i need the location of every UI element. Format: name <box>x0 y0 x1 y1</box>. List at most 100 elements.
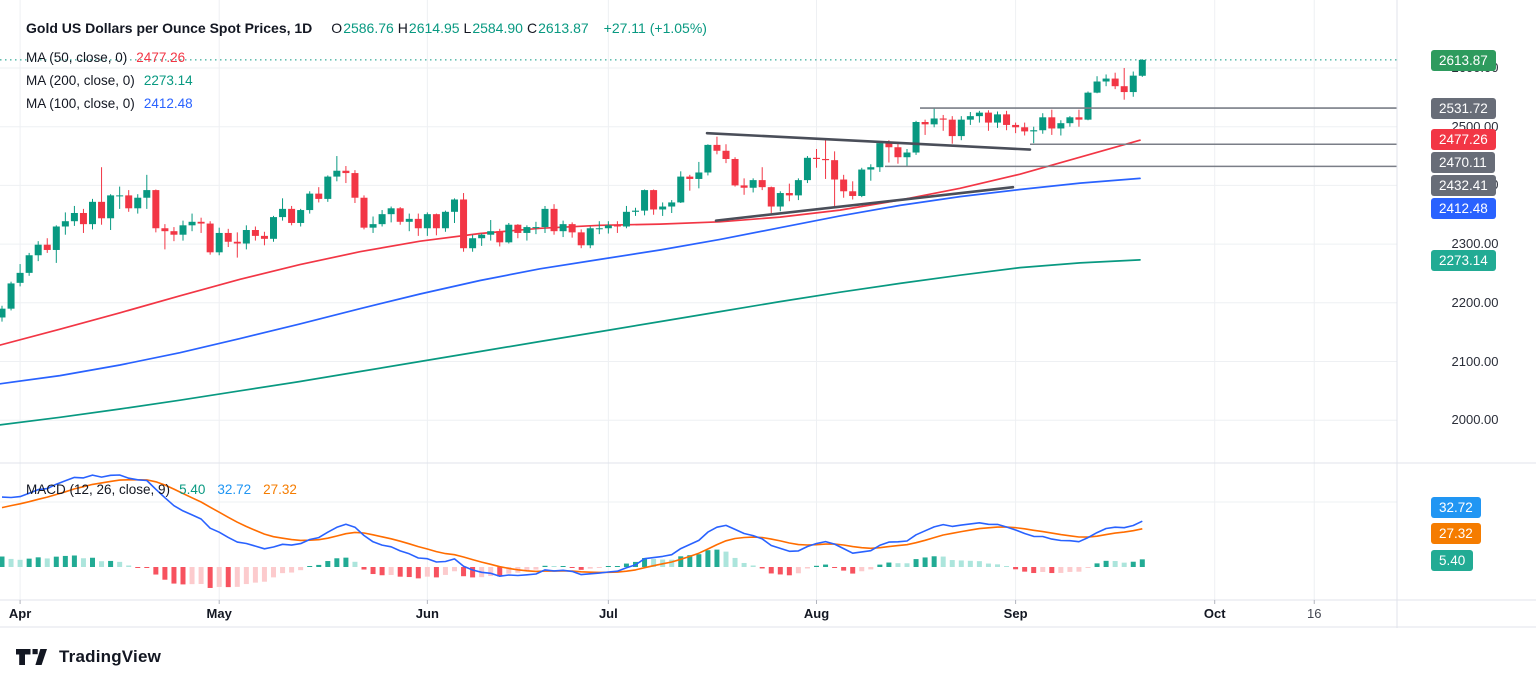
price-axis-label: 2300.00 <box>1451 236 1499 252</box>
candle-body <box>813 157 820 159</box>
macd-histogram-bar <box>225 567 231 588</box>
trendline[interactable] <box>714 185 1015 222</box>
macd-histogram-bar <box>1031 567 1037 574</box>
candle-body <box>939 118 947 120</box>
macd-values: 5.40 32.72 27.32 <box>179 482 309 497</box>
candle-body <box>369 224 377 228</box>
macd-histogram-bar <box>44 558 50 567</box>
macd-histogram-bar <box>126 565 132 567</box>
macd-histogram-bar <box>506 567 512 574</box>
macd-histogram-bar <box>949 560 955 567</box>
ohlc-value: 2614.95 <box>408 20 460 36</box>
candle-body <box>975 112 983 117</box>
macd-histogram-bar <box>651 558 657 567</box>
candle-body <box>451 199 458 212</box>
candle-body <box>297 210 305 223</box>
candle-body <box>840 179 848 192</box>
candle-body <box>713 144 721 151</box>
candle-body <box>1120 86 1128 93</box>
macd-histogram-bar <box>605 566 611 567</box>
candle-body <box>16 272 24 283</box>
macd-histogram-bar <box>162 567 168 580</box>
macd-histogram-bar <box>216 567 222 587</box>
macd-histogram-bar <box>497 567 503 577</box>
candle-body <box>134 197 142 209</box>
time-axis-label: Oct <box>1203 606 1226 621</box>
chart-canvas[interactable] <box>0 0 1536 628</box>
time-axis-label: 16 <box>1307 606 1322 621</box>
candle-body <box>487 231 495 235</box>
candle-body <box>1048 117 1056 129</box>
macd-histogram-bar <box>623 563 629 567</box>
ma-legend-row[interactable]: MA (100, close, 0) 2412.48 <box>26 96 193 111</box>
ohlc-value: 2586.76 <box>343 20 394 36</box>
candle-body <box>559 224 567 232</box>
macd-histogram-bar <box>343 557 349 567</box>
candle-body <box>613 225 621 227</box>
symbol-legend-row[interactable]: Gold US Dollars per Ounce Spot Prices, 1… <box>26 20 707 36</box>
macd-histogram-bar <box>1040 567 1046 572</box>
ma-legend-row[interactable]: MA (200, close, 0) 2273.14 <box>26 73 193 88</box>
price-badge-level-2470: 2470.11 <box>1431 151 1495 173</box>
macd-histogram-bar <box>207 567 213 588</box>
macd-histogram-bar <box>886 562 892 567</box>
macd-histogram-bar <box>578 567 584 570</box>
candle-body <box>568 224 576 233</box>
candle-body <box>668 202 676 207</box>
candle-body <box>650 190 658 210</box>
candle-body <box>143 190 151 198</box>
macd-histogram-bar <box>669 559 675 567</box>
legend-overlay: Gold US Dollars per Ounce Spot Prices, 1… <box>26 20 707 497</box>
candle-body <box>894 147 902 158</box>
ohlc-letter: L <box>463 20 472 36</box>
candle-body <box>288 208 296 223</box>
price-badge-ma200-price: 2273.14 <box>1431 249 1496 271</box>
ma200-line <box>0 259 1141 426</box>
candle-body <box>61 221 69 227</box>
candle-body <box>478 234 486 239</box>
trendline[interactable] <box>705 131 1032 151</box>
candle-body <box>903 152 911 158</box>
macd-histogram-bar <box>334 558 340 567</box>
macd-legend-value: 27.32 <box>263 482 297 497</box>
macd-histogram-bar <box>560 566 566 567</box>
candle-body <box>632 210 639 212</box>
candle-body <box>858 169 866 196</box>
macd-histogram-bar <box>569 567 575 568</box>
macd-histogram-bar <box>180 567 186 585</box>
candle-body <box>994 114 1001 123</box>
candle-body <box>541 208 549 228</box>
price-badge-close-price: 2613.87 <box>1431 49 1496 71</box>
tradingview-logo-icon[interactable] <box>14 646 50 668</box>
ohlc-letter: O <box>331 20 343 36</box>
ma-legend-row[interactable]: MA (50, close, 0) 2477.26 <box>26 50 185 65</box>
macd-histogram-bar <box>397 567 403 577</box>
macd-badge-macd-line-value: 32.72 <box>1431 496 1481 518</box>
price-badge-ma50-price: 2477.26 <box>1431 128 1496 150</box>
candle-body <box>405 218 413 222</box>
candle-body <box>432 214 440 229</box>
price-badge-level-2432: 2432.41 <box>1431 174 1496 196</box>
macd-histogram-bar <box>1013 567 1019 570</box>
macd-histogram-bar <box>379 567 385 576</box>
candle-body <box>279 208 287 218</box>
candle-body <box>43 244 51 250</box>
candle-body <box>704 144 712 173</box>
macd-histogram-bar <box>352 561 358 567</box>
candle-body <box>378 214 386 225</box>
macd-histogram-bar <box>678 556 684 567</box>
macd-histogram-bar <box>795 567 801 574</box>
macd-histogram-bar <box>189 567 195 585</box>
ma-legend-value: 2273.14 <box>143 73 193 88</box>
time-axis-label: Apr <box>8 606 32 621</box>
macd-legend-row[interactable]: MACD (12, 26, close, 9) 5.40 32.72 27.32 <box>26 482 309 497</box>
candle-body <box>767 187 775 207</box>
price-badge-ma100-price: 2412.48 <box>1431 197 1496 219</box>
candle-body <box>1003 114 1011 125</box>
candle-body <box>695 172 703 179</box>
candle-body <box>79 212 87 225</box>
macd-histogram-bar <box>1103 560 1109 567</box>
candle-body <box>324 176 332 199</box>
candle-body <box>1102 78 1110 82</box>
macd-histogram-bar <box>642 558 648 567</box>
